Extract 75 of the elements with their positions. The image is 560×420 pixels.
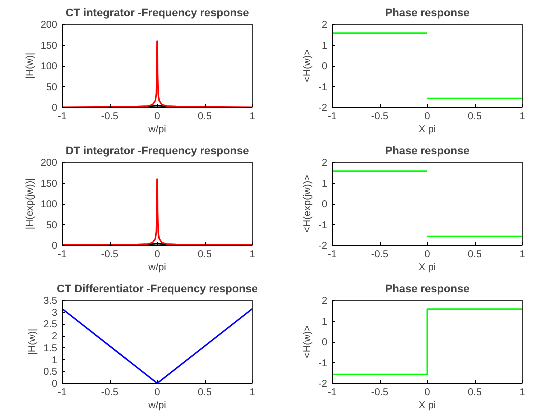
y-tick-label: -1 xyxy=(318,82,328,94)
y-tick-label: 100 xyxy=(40,200,58,210)
y-tick-label: 0 xyxy=(322,338,328,348)
chart-title: CT Differentiator -Frequency response xyxy=(56,284,258,296)
x-tick-label: 0 xyxy=(154,250,161,260)
y-tick-label: 1 xyxy=(322,40,328,52)
y-tick-label: -2 xyxy=(318,241,328,252)
x-tick-label: 0.5 xyxy=(468,388,482,398)
y-tick-label: 50 xyxy=(46,220,58,232)
y-tick-label: 0 xyxy=(52,103,58,114)
chart-title: Phase response xyxy=(385,8,470,20)
y-tick-label: 0.5 xyxy=(44,367,58,378)
x-tick-label: 0.5 xyxy=(468,112,482,122)
chart-title: DT integrator -Frequency response xyxy=(66,146,250,158)
y-tick-label: -1 xyxy=(318,358,328,370)
y-tick-label: 2 xyxy=(322,20,328,31)
x-tick-label: -0.5 xyxy=(371,112,390,122)
y-tick-label: 1.5 xyxy=(44,343,58,354)
x-axis-title: X pi xyxy=(418,400,436,412)
y-axis-title: |H(exp(jw))| xyxy=(24,178,36,230)
x-tick-label: -0.5 xyxy=(101,388,120,398)
y-tick-label: -2 xyxy=(318,379,328,390)
x-tick-label: -0.5 xyxy=(371,250,390,260)
y-tick-label: 2 xyxy=(322,158,328,169)
y-tick-label: 0 xyxy=(322,200,328,210)
chart-title: CT integrator -Frequency response xyxy=(66,8,250,20)
x-tick-label: 0.5 xyxy=(198,388,212,398)
x-tick-label: 1 xyxy=(250,388,256,398)
y-tick-label: 2.5 xyxy=(44,320,58,331)
x-tick-label: 0.5 xyxy=(468,250,482,260)
y-tick-label: 0 xyxy=(52,241,58,252)
x-tick-label: 0 xyxy=(424,250,431,260)
x-tick-label: 0 xyxy=(154,388,161,398)
y-tick-label: 3.5 xyxy=(44,296,58,307)
y-tick-label: -1 xyxy=(318,220,328,232)
y-tick-label: 0 xyxy=(322,62,328,72)
y-tick-label: -2 xyxy=(318,103,328,114)
chart-title: Phase response xyxy=(385,146,470,158)
x-axis-title: w/pi xyxy=(148,400,166,412)
x-tick-label: 1 xyxy=(250,250,256,260)
x-tick-label: 1 xyxy=(250,112,256,122)
y-axis-title: |H(w)| xyxy=(28,328,39,356)
y-tick-label: 1 xyxy=(322,316,328,328)
y-tick-label: 1 xyxy=(52,355,58,366)
chart-title: Phase response xyxy=(385,284,470,296)
y-tick-label: 2 xyxy=(322,296,328,307)
y-axis-title: <H(w)> xyxy=(302,49,314,82)
y-tick-label: 2 xyxy=(52,332,58,343)
x-tick-label: -0.5 xyxy=(101,250,120,260)
x-tick-label: 1 xyxy=(520,112,526,122)
y-tick-label: 3 xyxy=(52,308,58,319)
x-tick-label: -0.5 xyxy=(371,388,390,398)
x-axis-title: w/pi xyxy=(148,124,166,136)
x-axis-title: X pi xyxy=(418,262,436,274)
y-tick-label: 150 xyxy=(40,40,58,52)
x-tick-label: 0.5 xyxy=(198,250,212,260)
x-axis-title: X pi xyxy=(418,124,436,136)
y-tick-label: 100 xyxy=(40,62,58,72)
y-axis-title: |H(w)| xyxy=(24,52,36,80)
x-tick-label: 0.5 xyxy=(198,112,212,122)
y-axis-title: <H(w)> xyxy=(302,325,314,358)
y-tick-label: 200 xyxy=(40,20,58,31)
y-tick-label: 1 xyxy=(322,178,328,190)
y-axis-title: <H(exp(jw))> xyxy=(302,174,314,233)
x-tick-label: 1 xyxy=(520,250,526,260)
y-tick-label: 50 xyxy=(46,82,58,94)
y-tick-label: 200 xyxy=(40,158,58,169)
x-tick-label: 0 xyxy=(424,112,431,122)
x-tick-label: 1 xyxy=(520,388,526,398)
y-tick-label: 0 xyxy=(52,379,58,390)
x-axis-title: w/pi xyxy=(148,262,166,274)
y-tick-label: 150 xyxy=(40,178,58,190)
x-tick-label: 0 xyxy=(424,388,431,398)
x-tick-label: 0 xyxy=(154,112,161,122)
x-tick-label: -0.5 xyxy=(101,112,120,122)
